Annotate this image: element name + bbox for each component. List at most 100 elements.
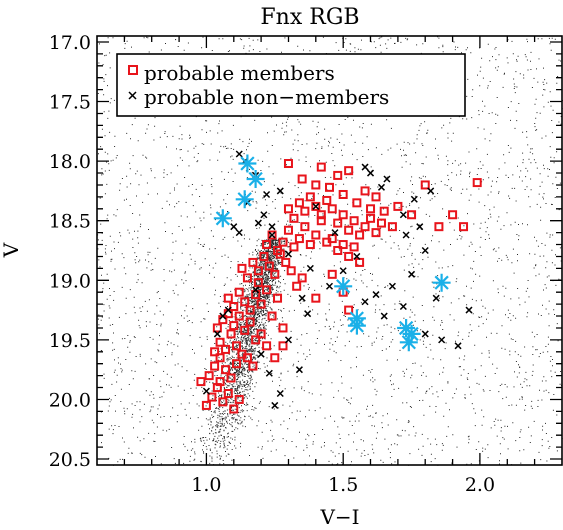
- member-point: [196, 377, 206, 387]
- y-tick-label: 18.0: [49, 151, 91, 173]
- y-axis-label: V: [0, 242, 23, 258]
- member-point: [223, 293, 233, 303]
- member-point: [311, 201, 321, 211]
- member-point: [210, 347, 220, 357]
- nonmember-point: [298, 294, 306, 302]
- member-point: [240, 297, 250, 307]
- member-point: [267, 311, 277, 321]
- member-point: [300, 206, 310, 216]
- member-point: [245, 317, 255, 327]
- nonmember-point: [421, 330, 429, 338]
- nonmember-point: [421, 246, 429, 255]
- member-point: [305, 192, 315, 202]
- legend-marker-nonmembers: [128, 91, 137, 100]
- member-point: [297, 174, 307, 184]
- member-point: [223, 389, 233, 398]
- member-point: [333, 218, 343, 228]
- member-point: [232, 359, 241, 369]
- nonmember-point: [325, 282, 334, 290]
- y-tick-label: 19.0: [49, 270, 91, 292]
- member-point: [360, 222, 370, 232]
- nonmember-point: [268, 223, 276, 231]
- member-point: [234, 287, 244, 297]
- nonmember-point: [380, 312, 388, 320]
- nonmember-point: [271, 401, 279, 409]
- asterisk-point: [399, 333, 418, 352]
- member-point: [434, 222, 444, 232]
- member-point: [283, 204, 293, 214]
- nonmember-point: [284, 250, 293, 258]
- nonmember-point: [383, 175, 391, 183]
- member-point: [349, 242, 359, 252]
- member-point: [221, 365, 231, 375]
- nonmember-point: [276, 187, 284, 195]
- legend-label-nonmembers: probable non−members: [144, 85, 389, 109]
- member-point: [262, 285, 272, 295]
- nonmember-point: [339, 267, 347, 275]
- member-point: [237, 263, 247, 273]
- member-point: [204, 371, 214, 381]
- member-point: [344, 305, 354, 315]
- member-point: [283, 225, 293, 235]
- member-point: [242, 273, 252, 283]
- nonmember-point: [304, 310, 312, 318]
- legend-label-members: probable members: [144, 61, 335, 85]
- nonmember-point: [361, 163, 369, 171]
- member-point: [472, 178, 482, 188]
- asterisk-point: [238, 154, 257, 173]
- plot-border: [96, 35, 563, 466]
- member-point: [248, 361, 258, 371]
- member-point: [273, 293, 283, 303]
- data-layer: [196, 150, 482, 414]
- asterisk-point: [432, 273, 451, 292]
- member-point: [344, 225, 354, 235]
- nonmember-point: [388, 282, 396, 290]
- legend: probable members probable non−members: [116, 53, 466, 117]
- nonmember-point: [265, 369, 273, 377]
- y-tick-labels: 17.0 17.5 18.0 18.5 19.0 19.5 20.0 20.5: [49, 32, 91, 471]
- member-point: [327, 204, 337, 214]
- asterisk-point: [213, 209, 232, 228]
- member-point: [251, 290, 261, 300]
- member-point: [344, 251, 354, 261]
- member-point: [215, 353, 225, 363]
- member-point: [262, 240, 272, 250]
- member-point: [349, 216, 359, 226]
- member-point: [316, 162, 326, 172]
- member-point: [221, 344, 231, 354]
- member-point: [226, 329, 236, 339]
- legend-box: [116, 53, 466, 117]
- nonmember-point: [230, 223, 238, 231]
- member-point: [226, 373, 236, 383]
- member-point: [270, 353, 280, 363]
- member-point: [366, 204, 376, 214]
- member-point: [305, 240, 315, 250]
- nonmember-point: [312, 202, 320, 210]
- member-point: [207, 392, 217, 402]
- member-point: [393, 201, 403, 211]
- nonmember-point: [260, 211, 268, 219]
- x-tick-labels: 1.0 1.5 2.0: [191, 474, 495, 496]
- series-2: [213, 154, 451, 352]
- member-point: [379, 206, 389, 216]
- member-point: [248, 257, 258, 267]
- member-point: [234, 311, 244, 321]
- y-tick-label: 19.5: [49, 330, 91, 352]
- member-point: [338, 240, 348, 250]
- nonmember-point: [353, 252, 361, 260]
- nonmember-point: [331, 229, 339, 237]
- chart-title: Fnx RGB: [260, 5, 359, 30]
- nonmember-point: [410, 195, 418, 203]
- member-point: [420, 180, 430, 190]
- nonmember-point: [263, 190, 271, 199]
- series-1: [202, 150, 473, 409]
- member-point: [407, 210, 417, 220]
- member-point: [294, 198, 304, 208]
- member-point: [273, 246, 283, 255]
- member-point: [229, 321, 239, 331]
- x-tick-label: 1.5: [328, 474, 358, 496]
- member-point: [210, 361, 220, 371]
- member-point: [371, 228, 381, 238]
- member-point: [311, 230, 321, 240]
